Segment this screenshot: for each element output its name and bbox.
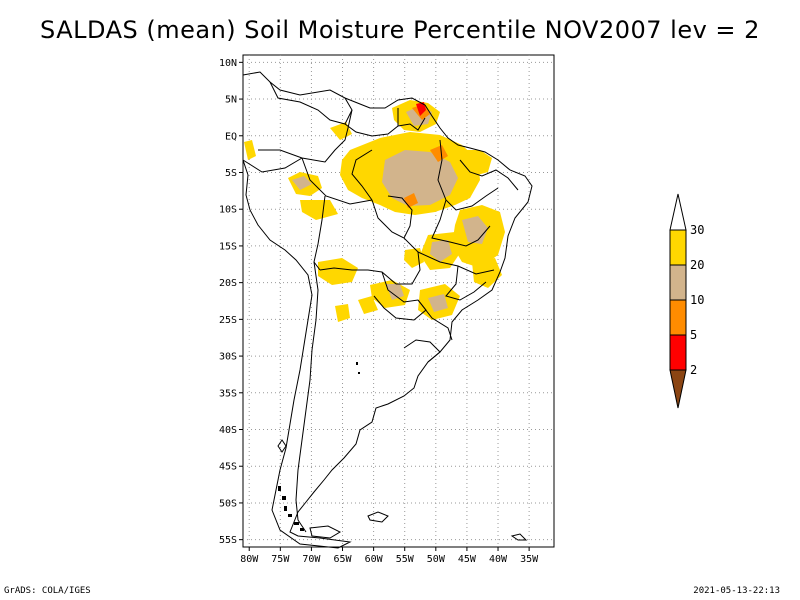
- border-colombia-venezuela: [269, 81, 353, 125]
- lat-tick-label: 10S: [219, 205, 237, 216]
- shade-chaco: [358, 296, 378, 314]
- shade-acre: [300, 200, 338, 220]
- border-colombia-brazil-peru: [258, 109, 353, 163]
- lon-tick-label: 50W: [427, 554, 446, 565]
- footer-credit: GrADS: COLA/IGES: [4, 586, 91, 596]
- colorbar-label-10: 10: [690, 293, 704, 307]
- lon-tick-label: 75W: [271, 554, 290, 565]
- lon-tick-label: 40W: [489, 554, 508, 565]
- border-brazil-states-5: [387, 195, 413, 239]
- border-peru-brazil: [301, 157, 373, 205]
- shade-east-tan: [462, 216, 488, 244]
- border-bolivia-chile-argentina: [319, 267, 397, 285]
- colorbar-bin-20-30: [669, 229, 687, 266]
- colorbar-arrow-top: [669, 193, 687, 231]
- falkland-islands: [367, 511, 389, 523]
- border-ecuador-peru: [242, 157, 303, 173]
- lat-tick-label: 10N: [219, 58, 237, 69]
- lat-tick-label: 5N: [225, 95, 237, 106]
- border-brazil-states-4: [445, 265, 487, 301]
- colorbar-arrow-bottom: [669, 369, 687, 409]
- percentile-shading: [244, 100, 505, 322]
- shade-bolivia: [318, 258, 358, 285]
- colorbar-label-20: 20: [690, 258, 704, 272]
- map-title: SALDAS (mean) Soil Moisture Percentile N…: [40, 16, 760, 44]
- colorbar-label-2: 2: [690, 363, 697, 377]
- lat-tick-label: 5S: [225, 168, 237, 179]
- shade-para-orange: [430, 145, 448, 162]
- axis-ticks: 10N 5N EQ 5S 10S 15S 20S 25S 30S 35S 40S 45S 50S 55S8…: [219, 58, 539, 565]
- border-brazil-states-1: [437, 139, 499, 211]
- colorbar: 30 20 10 5 2: [669, 193, 704, 409]
- colorbar-label-5: 5: [690, 328, 697, 342]
- lat-tick-label: 20S: [219, 278, 237, 289]
- coastlines-borders: [242, 71, 533, 549]
- colorbar-bin-5-10: [669, 299, 687, 336]
- lat-tick-label: 35S: [219, 388, 237, 399]
- footer-timestamp: 2021-05-13-22:13: [693, 586, 780, 596]
- shade-east-lower: [472, 258, 502, 288]
- lat-tick-label: 45S: [219, 462, 237, 473]
- border-brazil-states-7: [459, 159, 519, 191]
- lon-tick-label: 65W: [333, 554, 352, 565]
- lat-tick-label: 30S: [219, 352, 237, 363]
- lon-tick-label: 80W: [240, 554, 259, 565]
- shade-central-tan: [430, 240, 452, 262]
- lat-tick-label: EQ: [225, 131, 237, 142]
- border-chile-argentina: [295, 261, 319, 533]
- border-brazil-states-2: [431, 199, 491, 247]
- south-america-coastline: [242, 71, 533, 549]
- colorbar-bin-10-20: [669, 264, 687, 301]
- lat-tick-label: 25S: [219, 315, 237, 326]
- shade-amapa-red: [416, 102, 426, 116]
- lat-tick-label: 40S: [219, 425, 237, 436]
- shade-argentina-n: [335, 304, 350, 322]
- lon-tick-label: 45W: [458, 554, 477, 565]
- lon-tick-label: 70W: [302, 554, 321, 565]
- border-brazil-bolivia: [371, 199, 421, 285]
- shade-ecuador: [244, 140, 256, 160]
- border-brazil-states-6: [351, 149, 373, 201]
- lon-tick-label: 35W: [520, 554, 539, 565]
- shade-west-amazon-tan: [292, 176, 312, 190]
- border-guianas: [397, 117, 426, 131]
- colorbar-bin-2-5: [669, 334, 687, 371]
- lon-tick-label: 60W: [365, 554, 384, 565]
- lat-tick-label: 55S: [219, 535, 237, 546]
- lat-tick-label: 15S: [219, 241, 237, 252]
- border-uruguay: [403, 339, 441, 363]
- chile-archipelago: [278, 362, 360, 531]
- border-venezuela-guyana: [344, 108, 399, 137]
- south-georgia: [510, 533, 528, 541]
- chiloe-island: [277, 439, 287, 453]
- shade-amazon-tan: [382, 150, 458, 206]
- border-argentina-brazil: [417, 299, 453, 341]
- shade-paraguay-tan: [386, 284, 404, 300]
- lon-tick-label: 55W: [396, 554, 415, 565]
- shade-south-brazil-tan: [428, 294, 448, 312]
- lat-tick-label: 50S: [219, 498, 237, 509]
- tierra-del-fuego: [309, 525, 342, 539]
- colorbar-label-30: 30: [690, 223, 704, 237]
- shade-northeast: [462, 150, 492, 176]
- border-peru-bolivia: [313, 195, 326, 271]
